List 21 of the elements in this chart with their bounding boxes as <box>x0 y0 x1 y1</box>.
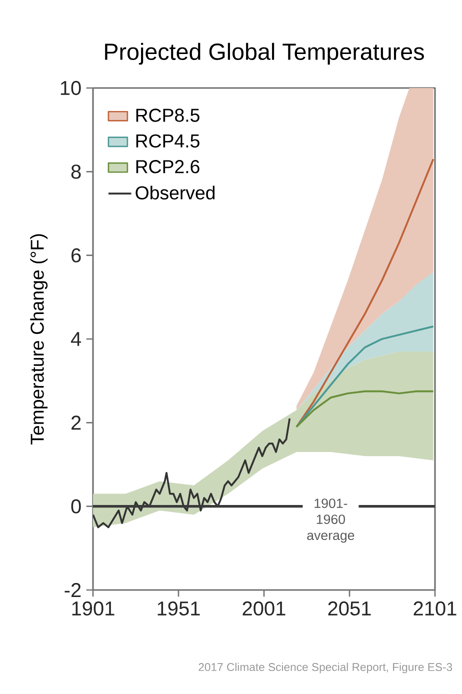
x-tick-label: 1951 <box>158 601 200 616</box>
x-tick-label: 2001 <box>242 601 286 616</box>
x-tick-label: 2051 <box>328 601 371 616</box>
legend-label: RCP2.6 <box>136 160 200 174</box>
ref-line-label: 1901-1960 average <box>307 498 354 543</box>
line-series <box>296 390 434 428</box>
legend-label: Observed <box>136 186 215 200</box>
chart-title: Projected Global Temperatures <box>105 42 424 65</box>
x-tick-label: 2101 <box>414 601 456 616</box>
x-tick-label: 1901 <box>72 601 114 616</box>
y-tick-label: -2 <box>64 583 81 597</box>
legend-label: RCP8.5 <box>136 108 200 122</box>
y-tick-label: 10 <box>60 80 81 96</box>
y-tick-label: 4 <box>70 332 82 346</box>
legend-label: RCP4.5 <box>136 134 200 148</box>
y-axis-title: Temperature Change (°F) <box>30 234 48 445</box>
y-tick-label: 0 <box>71 499 81 514</box>
y-tick-label: 8 <box>71 164 81 179</box>
text: 2017 Climate Science Special Report, Figure ES-3 <box>198 662 452 674</box>
y-tick-label: 2 <box>72 416 81 430</box>
y-tick-label: 6 <box>72 248 81 262</box>
